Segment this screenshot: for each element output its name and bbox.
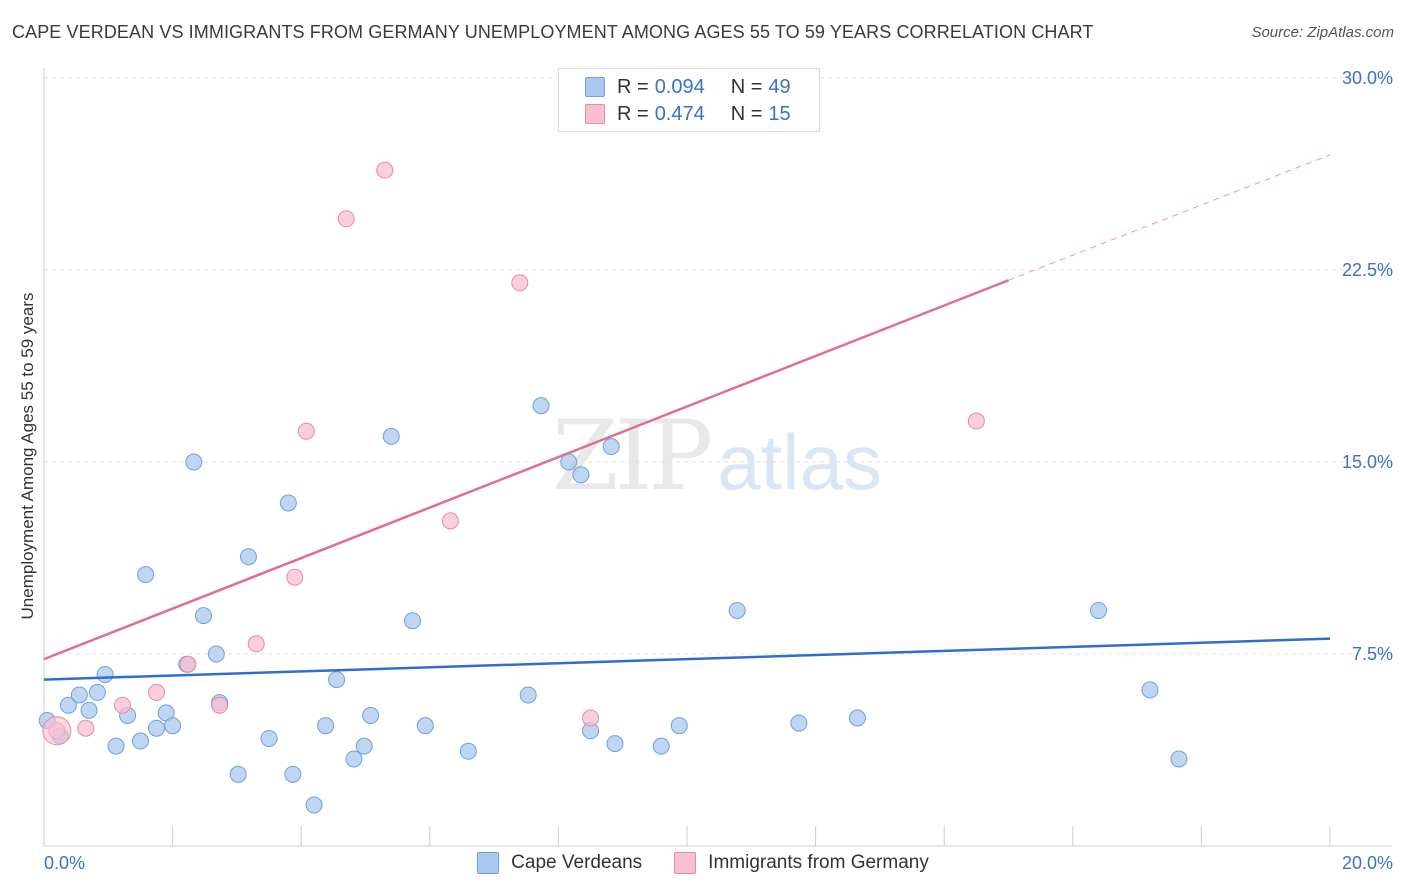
chart-title: CAPE VERDEAN VS IMMIGRANTS FROM GERMANY … <box>12 22 1094 42</box>
series-legend: Cape Verdeans Immigrants from Germany <box>0 852 1406 874</box>
cape-verdean-point <box>88 683 106 701</box>
cape-verdean-point <box>362 706 380 724</box>
legend-n-value: 49 <box>768 75 791 98</box>
cape-verdean-point <box>305 796 323 814</box>
cape-verdean-point <box>606 735 624 753</box>
germany-immigrant-point <box>113 696 131 714</box>
cape-verdean-point <box>519 686 537 704</box>
cape-verdean-point <box>148 719 166 737</box>
germany-immigrant-point <box>376 161 394 179</box>
cape-verdean-point <box>459 742 477 760</box>
legend-n-value: 15 <box>768 102 791 125</box>
cape-verdean-point <box>59 696 77 714</box>
legend-r-value: 0.094 <box>654 75 705 98</box>
watermark-zip: ZIP <box>552 400 713 512</box>
germany-immigrant-point <box>582 709 600 727</box>
cape-verdean-point <box>96 665 114 683</box>
cape-verdean-point <box>532 397 550 415</box>
cape-verdean-point <box>728 601 746 619</box>
y-tick-label: 7.5% <box>1352 644 1393 664</box>
germany-immigrant-point <box>511 274 529 292</box>
legend-swatch-blue <box>477 852 500 874</box>
legend-r-value: 0.474 <box>654 102 705 125</box>
cape-verdean-point <box>107 737 125 755</box>
legend-swatch-blue <box>585 77 605 97</box>
cape-verdean-point <box>382 427 400 445</box>
cape-verdean-point <box>355 737 373 755</box>
germany-immigrant-point <box>211 696 229 714</box>
cape-verdean-point <box>164 717 182 735</box>
germany-immigrant-point <box>247 635 265 653</box>
cape-verdean-point <box>652 737 670 755</box>
germany-immigrant-cluster-point <box>42 716 72 746</box>
y-tick-label: 15.0% <box>1342 452 1393 472</box>
cape-verdean-point <box>403 612 421 630</box>
germany-immigrant-point <box>77 719 95 737</box>
x-tick-label: 0.0% <box>44 853 85 873</box>
germany-immigrant-trendline-extension <box>1008 154 1331 281</box>
germany-immigrant-point <box>148 683 166 701</box>
cape-verdean-point <box>70 686 88 704</box>
germany-immigrant-point <box>179 655 197 673</box>
correlation-legend: R = 0.094 N = 49 R = 0.474 N = 15 <box>558 68 820 132</box>
cape-verdean-point <box>185 453 203 471</box>
cape-verdean-point <box>416 717 434 735</box>
cape-verdean-point <box>239 548 257 566</box>
cape-verdean-point <box>328 671 346 689</box>
x-tick-label: 20.0% <box>1342 853 1393 873</box>
legend-swatch-pink <box>674 852 697 874</box>
cape-verdean-point <box>80 701 98 719</box>
cape-verdean-point <box>1170 750 1188 768</box>
cape-verdean-point <box>1090 601 1108 619</box>
y-tick-label: 30.0% <box>1342 68 1393 88</box>
cape-verdean-point <box>194 607 212 625</box>
cape-verdean-point <box>137 566 155 584</box>
legend-n-label: N = <box>730 75 763 98</box>
cape-verdean-point <box>670 717 688 735</box>
germany-immigrant-point <box>297 422 315 440</box>
y-tick-label: 22.5% <box>1342 260 1393 280</box>
legend-swatch-pink <box>585 104 605 124</box>
cape-verdean-point <box>260 729 278 747</box>
legend-label: Immigrants from Germany <box>708 852 929 873</box>
cape-verdean-point <box>279 494 297 512</box>
legend-row-cape-verdeans: R = 0.094 N = 49 <box>585 75 791 99</box>
germany-immigrant-point <box>337 210 355 228</box>
legend-r-label: R = <box>617 102 649 125</box>
cape-verdean-point <box>131 732 149 750</box>
germany-immigrant-point <box>286 568 304 586</box>
cape-verdean-point <box>229 765 247 783</box>
germany-immigrant-point <box>967 412 985 430</box>
cape-verdean-trendline <box>43 637 1331 681</box>
cape-verdean-point <box>848 709 866 727</box>
cape-verdean-point <box>1141 681 1159 699</box>
legend-item-immigrants-germany: Immigrants from Germany <box>674 852 929 874</box>
legend-label: Cape Verdeans <box>511 852 643 873</box>
germany-immigrant-point <box>441 512 459 530</box>
cape-verdean-point <box>284 765 302 783</box>
cape-verdean-point <box>207 645 225 663</box>
legend-item-cape-verdeans: Cape Verdeans <box>477 852 642 874</box>
source-label: Source: ZipAtlas.com <box>1251 24 1394 41</box>
cape-verdean-point <box>317 717 335 735</box>
legend-r-label: R = <box>617 75 649 98</box>
cape-verdean-point <box>345 750 363 768</box>
legend-row-immigrants-germany: R = 0.474 N = 15 <box>585 102 791 126</box>
cape-verdean-point <box>572 466 590 484</box>
cape-verdean-point <box>790 714 808 732</box>
legend-n-label: N = <box>730 102 763 125</box>
cape-verdean-point <box>602 438 620 456</box>
germany-immigrant-trendline <box>43 279 1009 661</box>
